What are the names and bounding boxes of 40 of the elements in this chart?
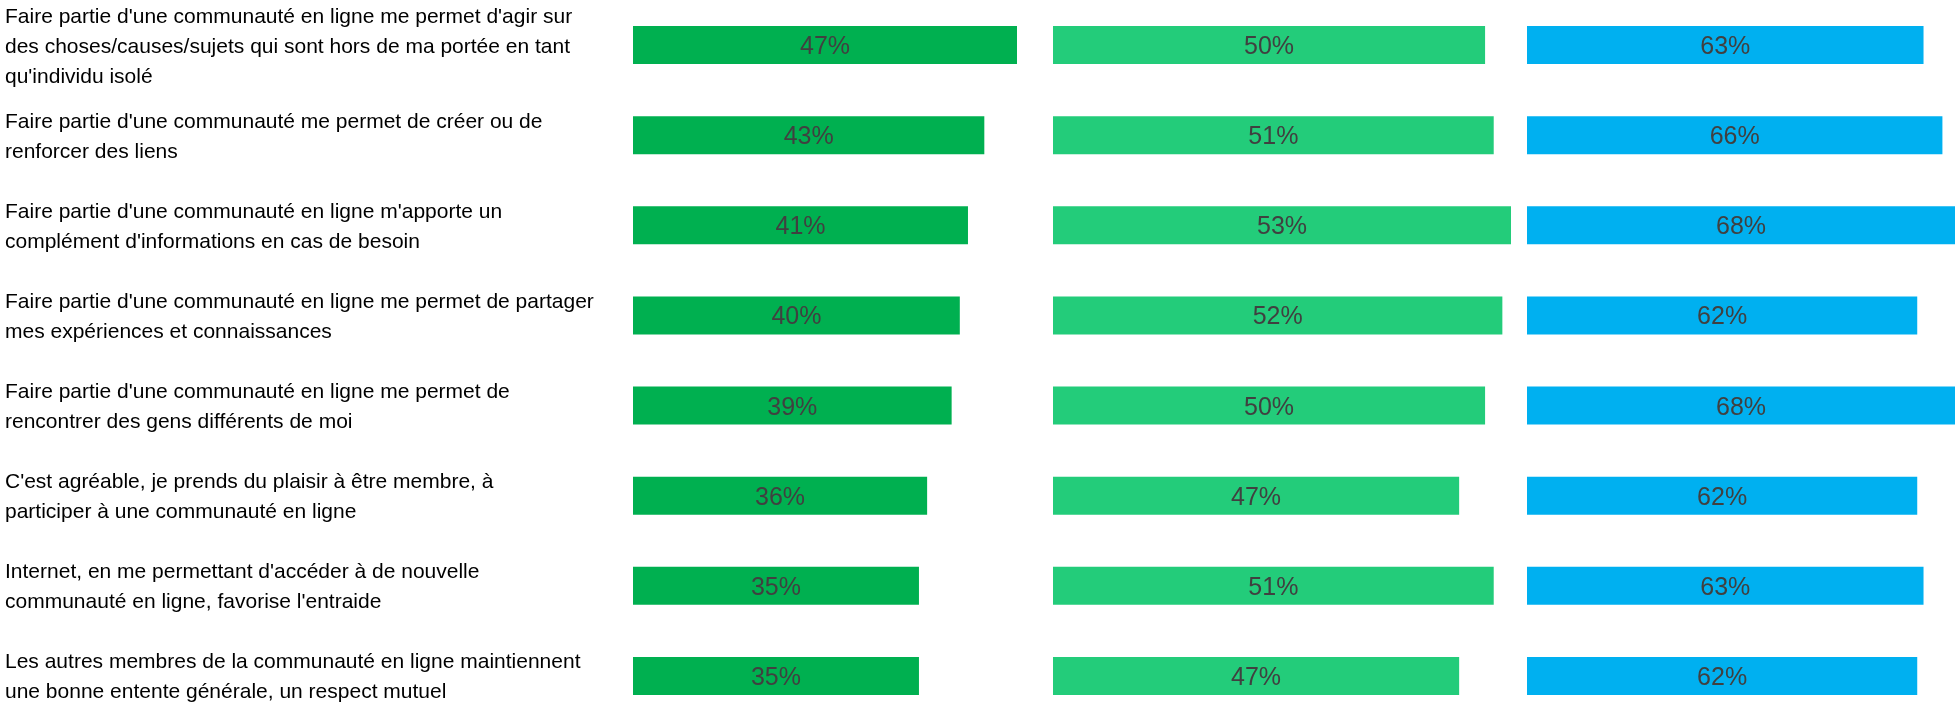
data-label: 35%: [750, 571, 801, 600]
data-label: 68%: [1715, 211, 1767, 240]
data-label: 50%: [1244, 391, 1295, 420]
data-label: 62%: [1697, 661, 1748, 690]
data-label: 47%: [1231, 481, 1282, 510]
data-label: 35%: [750, 661, 801, 690]
bar: [633, 296, 960, 335]
bar: [633, 476, 928, 515]
data-label: 68%: [1715, 391, 1767, 420]
data-label: 43%: [783, 121, 834, 150]
data-label: 63%: [1700, 571, 1751, 600]
data-label: 51%: [1248, 121, 1299, 150]
data-label: 62%: [1697, 481, 1748, 510]
y-tick-label: Faire partie d'une communauté en ligne m'apporte un complément d'informations en cas de besoin: [5, 198, 508, 252]
y-tick-label: Faire partie d'une communauté me permet de créer ou de renforcer des liens: [5, 108, 549, 162]
data-label: 51%: [1248, 571, 1299, 600]
y-tick-label: Faire partie d'une communauté en ligne me permet de rencontrer des gens différents de moi: [5, 379, 516, 433]
y-tick-label: Les autres membres de la communauté en ligne maintiennent une bonne entente générale, un respect mutuel: [5, 649, 587, 703]
data-label: 62%: [1697, 301, 1748, 330]
bar: [633, 116, 985, 155]
bar: [633, 656, 919, 695]
data-label: 63%: [1700, 31, 1751, 60]
data-label: 40%: [771, 301, 822, 330]
y-tick-label: Faire partie d'une communauté en ligne me permet de partager mes expériences et connaissances: [5, 288, 600, 342]
y-tick-label: Faire partie d'une communauté en ligne me permet d'agir sur des choses/causes/sujets qui sont hors de ma portée en tant qu'individu isolé: [5, 3, 578, 87]
data-label: 53%: [1256, 211, 1308, 240]
y-tick-label: Internet, en me permettant d'accéder à de nouvelle communauté en ligne, favorise l'entraide: [5, 559, 486, 613]
data-label: 47%: [1231, 661, 1282, 690]
bar: [633, 26, 1017, 65]
data-label: 50%: [1244, 31, 1295, 60]
data-label: 66%: [1709, 121, 1760, 150]
data-label: 47%: [799, 31, 851, 60]
data-label: 36%: [755, 481, 806, 510]
bar: [633, 566, 919, 605]
bar: [633, 206, 968, 245]
y-tick-label: C'est agréable, je prends du plaisir à être membre, à participer à une communauté en ligne: [5, 469, 500, 523]
data-label: 52%: [1252, 301, 1303, 330]
data-label: 39%: [767, 391, 818, 420]
data-label: 41%: [775, 211, 826, 240]
bar: [633, 386, 952, 425]
